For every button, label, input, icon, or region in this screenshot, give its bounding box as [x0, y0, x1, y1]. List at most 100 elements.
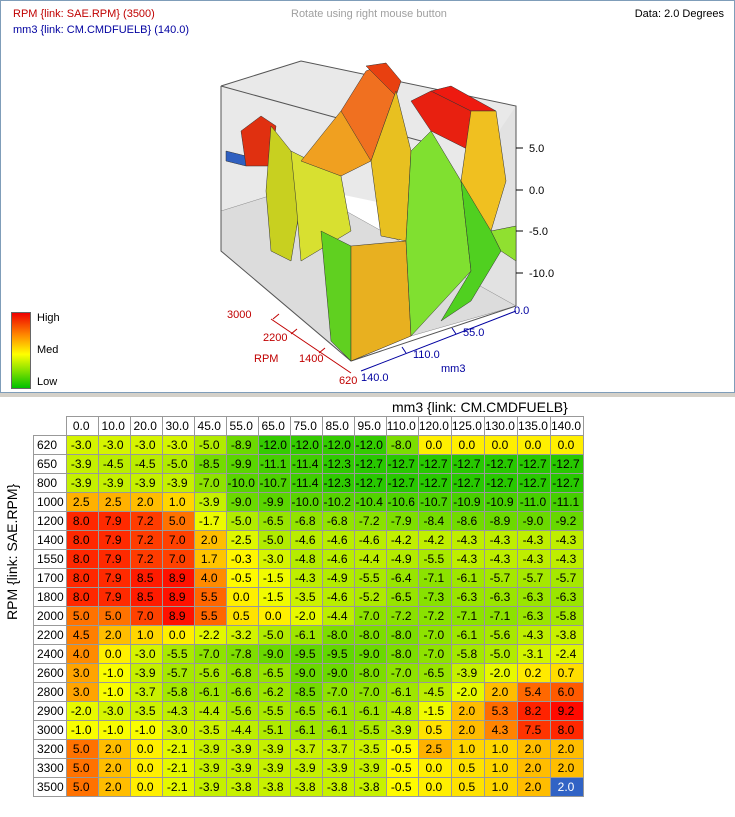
table-cell[interactable]: 2.0 — [516, 777, 551, 797]
table-cell[interactable]: -10.0 — [225, 473, 259, 493]
table-cell[interactable]: 2.0 — [193, 530, 227, 550]
table-cell[interactable]: -12.7 — [353, 454, 387, 474]
table-cell[interactable]: 5.5 — [193, 606, 227, 626]
table-cell[interactable]: 1.0 — [483, 777, 518, 797]
table-cell[interactable]: -10.2 — [321, 492, 355, 512]
table-cell[interactable]: -3.5 — [289, 587, 323, 607]
table-cell[interactable]: -4.3 — [289, 568, 323, 588]
table-cell[interactable]: 5.0 — [65, 739, 99, 759]
table-cell[interactable]: -10.6 — [385, 492, 419, 512]
table-cell[interactable]: -4.9 — [385, 549, 419, 569]
table-cell[interactable]: -12.7 — [516, 473, 551, 493]
table-cell[interactable]: -6.6 — [225, 682, 259, 702]
table-cell[interactable]: 2.0 — [516, 758, 551, 778]
table-cell[interactable]: -0.5 — [385, 739, 419, 759]
table-cell[interactable]: -12.7 — [385, 473, 419, 493]
table-cell[interactable]: -3.8 — [289, 777, 323, 797]
table-cell[interactable]: -4.3 — [450, 549, 485, 569]
table-cell[interactable]: 7.9 — [97, 511, 131, 531]
table-cell[interactable]: -7.1 — [483, 606, 518, 626]
table-cell[interactable]: 7.9 — [97, 530, 131, 550]
table-cell[interactable]: 3.0 — [65, 663, 99, 683]
table-cell[interactable]: -7.0 — [417, 625, 452, 645]
row-header[interactable]: 2000 — [33, 606, 67, 626]
table-cell[interactable]: -4.6 — [321, 530, 355, 550]
table-cell[interactable]: -3.2 — [225, 625, 259, 645]
table-cell[interactable]: -6.3 — [450, 587, 485, 607]
table-cell[interactable]: 8.9 — [161, 568, 195, 588]
table-cell[interactable]: 8.0 — [65, 568, 99, 588]
table-cell[interactable]: 2.0 — [549, 758, 585, 778]
table-cell[interactable]: -6.1 — [450, 568, 485, 588]
table-cell[interactable]: 8.0 — [65, 587, 99, 607]
calibration-table[interactable]: 0.0 10.0 20.0 30.0 45.0 55.0 65.0 75.0 85.0 95.0 1… — [33, 416, 585, 797]
table-cell[interactable]: -3.5 — [193, 720, 227, 740]
table-cell[interactable]: -7.1 — [417, 568, 452, 588]
column-header[interactable]: 65.0 — [257, 416, 291, 436]
table-cell[interactable]: -8.0 — [321, 625, 355, 645]
table-cell[interactable]: -6.5 — [257, 511, 291, 531]
table-cell[interactable]: 4.0 — [65, 644, 99, 664]
table-cell[interactable]: -10.9 — [450, 492, 485, 512]
table-cell[interactable]: -3.0 — [129, 435, 163, 455]
table-cell[interactable]: -3.9 — [65, 454, 99, 474]
column-header[interactable]: 110.0 — [385, 416, 419, 436]
table-cell[interactable]: -6.1 — [193, 682, 227, 702]
column-header[interactable]: 30.0 — [161, 416, 195, 436]
table-cell[interactable]: -6.3 — [516, 587, 551, 607]
table-cell[interactable]: -3.8 — [225, 777, 259, 797]
table-cell[interactable]: -6.1 — [289, 720, 323, 740]
column-header[interactable]: 85.0 — [321, 416, 355, 436]
table-cell[interactable]: -7.0 — [193, 644, 227, 664]
row-header[interactable]: 800 — [33, 473, 67, 493]
row-header[interactable]: 2600 — [33, 663, 67, 683]
table-cell[interactable]: -4.6 — [321, 587, 355, 607]
table-cell[interactable]: -5.7 — [516, 568, 551, 588]
table-cell[interactable]: -3.9 — [385, 720, 419, 740]
table-cell[interactable]: -8.0 — [385, 435, 419, 455]
table-cell[interactable]: -4.4 — [321, 606, 355, 626]
table-cell[interactable]: -3.9 — [129, 663, 163, 683]
table-cell[interactable]: -3.1 — [516, 644, 551, 664]
table-cell[interactable]: -12.7 — [483, 454, 518, 474]
table-cell[interactable]: 2.0 — [516, 739, 551, 759]
column-header[interactable]: 135.0 — [516, 416, 551, 436]
table-cell[interactable]: -4.2 — [385, 530, 419, 550]
table-cell[interactable]: -2.1 — [161, 739, 195, 759]
table-cell[interactable]: -8.4 — [417, 511, 452, 531]
table-cell[interactable]: -9.5 — [321, 644, 355, 664]
table-cell[interactable]: 0.0 — [417, 758, 452, 778]
table-cell[interactable]: 5.0 — [161, 511, 195, 531]
table-cell[interactable]: -5.8 — [450, 644, 485, 664]
table-cell[interactable]: 0.0 — [225, 587, 259, 607]
table-cell[interactable]: -10.9 — [483, 492, 518, 512]
table-cell[interactable]: 1.0 — [450, 739, 485, 759]
table-cell[interactable]: -3.0 — [257, 549, 291, 569]
table-cell[interactable]: 7.5 — [516, 720, 551, 740]
table-cell[interactable]: -1.0 — [129, 720, 163, 740]
table-cell[interactable]: -3.9 — [257, 739, 291, 759]
table-cell[interactable]: 0.0 — [483, 435, 518, 455]
table-cell[interactable]: -5.0 — [257, 625, 291, 645]
table-cell[interactable]: -7.1 — [450, 606, 485, 626]
table-cell[interactable]: -9.0 — [225, 492, 259, 512]
row-header[interactable]: 3200 — [33, 739, 67, 759]
table-cell[interactable]: -2.1 — [161, 777, 195, 797]
column-header[interactable]: 75.0 — [289, 416, 323, 436]
table-cell[interactable]: -4.3 — [483, 549, 518, 569]
table-cell[interactable]: -4.3 — [161, 701, 195, 721]
table-cell[interactable]: -6.8 — [321, 511, 355, 531]
column-header[interactable]: 125.0 — [450, 416, 485, 436]
table-cell[interactable]: -5.7 — [483, 568, 518, 588]
table-cell[interactable]: -6.1 — [353, 701, 387, 721]
table-cell[interactable]: 0.5 — [225, 606, 259, 626]
table-cell[interactable]: -6.3 — [549, 587, 585, 607]
table-cell[interactable]: -4.3 — [549, 530, 585, 550]
table-cell[interactable]: -8.5 — [193, 454, 227, 474]
table-cell[interactable]: -0.5 — [385, 758, 419, 778]
table-cell[interactable]: -12.7 — [516, 454, 551, 474]
table-cell[interactable]: -5.8 — [161, 682, 195, 702]
row-header[interactable]: 2200 — [33, 625, 67, 645]
table-cell[interactable]: -12.7 — [549, 454, 585, 474]
table-cell[interactable]: 2.5 — [97, 492, 131, 512]
